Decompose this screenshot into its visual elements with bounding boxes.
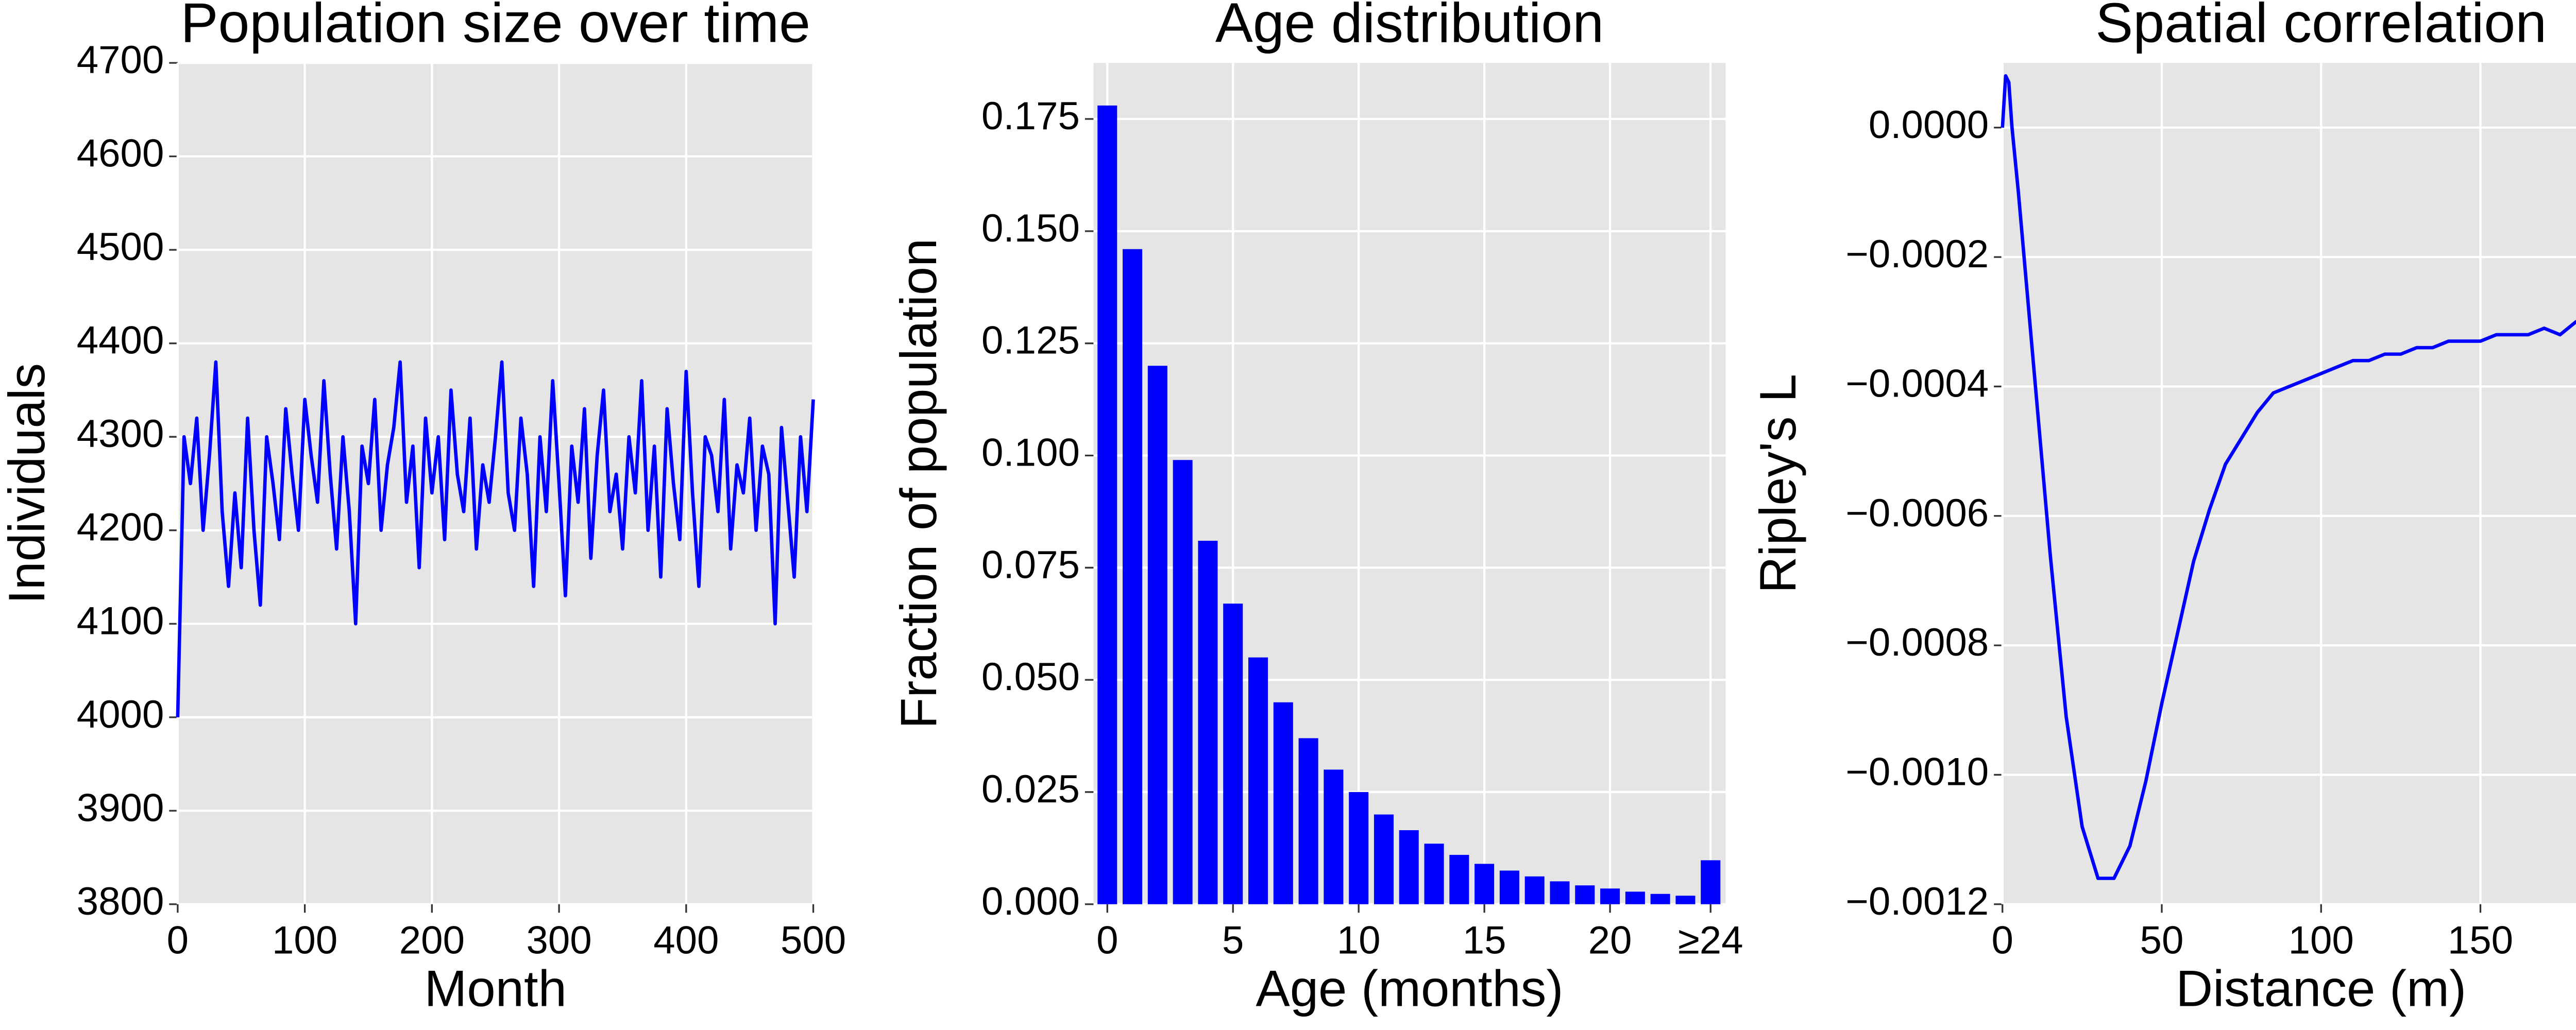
y-tick-label: 0.100 [981,431,1080,475]
y-axis-label: Individuals [0,363,56,604]
y-tick-label: −0.0010 [1845,750,1989,794]
x-tick-label: 50 [2140,919,2184,963]
data-line [2001,74,2576,880]
y-tick-label: −0.0008 [1845,621,1989,664]
x-tick-label: 400 [653,919,719,963]
bar [1198,541,1218,904]
y-tick-label: −0.0002 [1845,232,1989,276]
y-tick-label: 0.000 [981,880,1080,923]
y-tick-label: 4300 [77,412,164,456]
bar [1650,894,1670,904]
y-tick-label: 0.150 [981,207,1080,250]
x-tick-label: 300 [526,919,591,963]
chart-title: Population size over time [180,0,810,55]
y-tick-label: 0.125 [981,319,1080,363]
x-tick-label: 15 [1463,919,1506,963]
y-tick-label: 3800 [77,880,164,923]
chart-title: Spatial correlation [2095,0,2547,55]
bar [1123,249,1143,904]
bar [1701,860,1721,904]
y-tick-label: −0.0006 [1845,491,1989,535]
x-tick-label: 20 [1588,919,1632,963]
y-tick-label: 4200 [77,506,164,550]
chart-title: Age distribution [1215,0,1604,55]
bar [1349,792,1369,904]
y-tick-label: 4700 [77,38,164,82]
bar [1223,604,1243,904]
bar [1298,738,1318,904]
x-tick-label: 5 [1222,919,1244,963]
bar [1475,864,1495,904]
x-axis-label: Age (months) [1256,960,1563,1018]
y-axis-label: Ripley's L [1750,374,1807,593]
bar [1424,844,1444,904]
y-axis-label: Fraction of population [890,238,947,729]
bar [1524,876,1545,904]
bar [1449,854,1469,904]
bar [1248,657,1268,904]
bar [1575,885,1595,904]
bar [1173,460,1193,904]
y-tick-label: 4500 [77,225,164,269]
x-tick-label: 150 [2448,919,2513,963]
y-tick-label: 0.025 [981,767,1080,811]
x-tick-label: 100 [2289,919,2354,963]
y-tick-label: 4000 [77,693,164,736]
x-tick-label: ≥24 [1678,919,1743,963]
bar [1147,366,1167,904]
bar [1273,702,1293,904]
data-line [176,360,815,717]
y-tick-label: 4100 [77,599,164,643]
x-tick-label: 100 [272,919,337,963]
x-tick-label: 0 [1992,919,2013,963]
y-tick-label: −0.0012 [1845,880,1989,923]
x-tick-label: 10 [1337,919,1381,963]
y-tick-label: 0.0000 [1869,103,1989,147]
bar [1499,870,1519,904]
y-tick-label: 0.175 [981,94,1080,138]
bar [1399,830,1419,904]
x-tick-label: 0 [167,919,189,963]
y-tick-label: −0.0004 [1845,362,1989,406]
bar [1324,769,1344,904]
y-tick-label: 0.050 [981,655,1080,699]
x-axis-label: Month [424,960,567,1018]
x-tick-label: 200 [399,919,465,963]
y-tick-label: 4400 [77,319,164,363]
bar [1675,896,1696,904]
y-tick-label: 3900 [77,786,164,830]
x-tick-label: 0 [1096,919,1118,963]
bar [1097,105,1117,904]
y-tick-label: 0.075 [981,543,1080,587]
bar [1625,891,1645,904]
y-tick-label: 4600 [77,132,164,176]
x-tick-label: 500 [781,919,846,963]
bar [1374,814,1394,904]
x-axis-label: Distance (m) [2176,960,2466,1018]
bar [1550,881,1570,904]
bar [1600,888,1620,904]
plot-background [2002,63,2576,904]
